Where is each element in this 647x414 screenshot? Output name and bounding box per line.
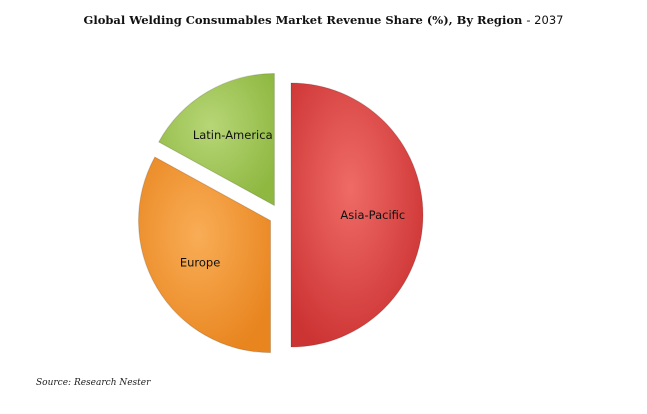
pie-slice-asia-pacific [290, 82, 424, 348]
pie-slice-europe [138, 156, 272, 354]
slice-label-latin-america: Latin-America [193, 128, 273, 142]
source-note: Source: Research Nester [36, 378, 151, 388]
pie-slice-latin-america [158, 73, 275, 207]
chart-title: Global Welding Consumables Market Revenu… [0, 13, 647, 27]
slice-label-asia-pacific: Asia-Pacific [340, 208, 405, 222]
pie-labels: Asia-Pacific Europe Latin-America [180, 128, 405, 269]
slice-label-europe: Europe [180, 255, 220, 269]
chart-title-text: Global Welding Consumables Market Revenu… [83, 13, 523, 27]
chart-title-year: - 2037 [526, 13, 564, 27]
pie-slices [138, 73, 424, 354]
